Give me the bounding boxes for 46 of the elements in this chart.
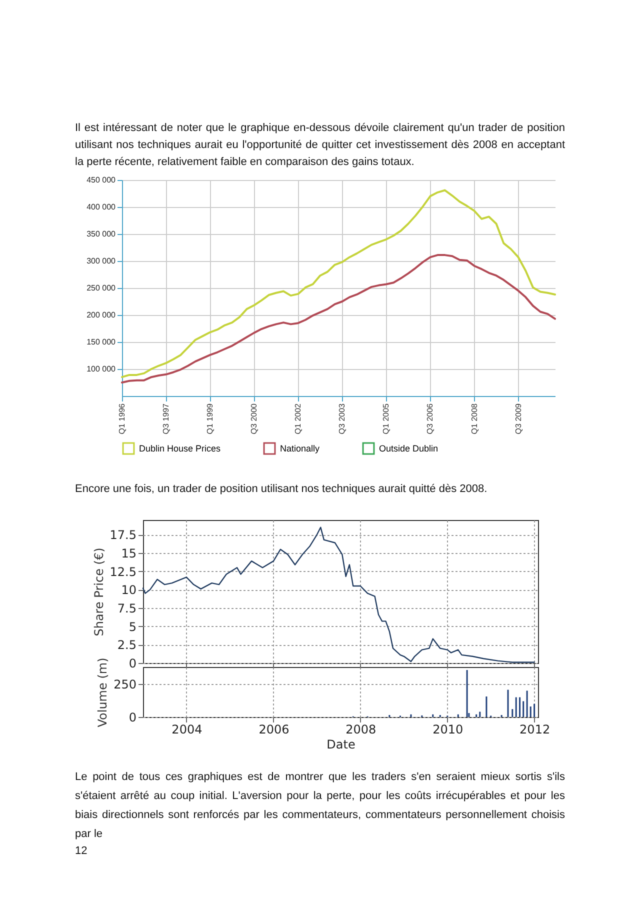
y-tick-label: 450 000 xyxy=(86,176,116,184)
y-axis-title: Volume (m) xyxy=(96,658,110,728)
y-tick-label: 10 xyxy=(121,583,136,598)
y-axis-title: Share Price (€) xyxy=(92,548,106,636)
legend-label: Outside Dublin xyxy=(379,444,438,454)
x-tick-label: 2006 xyxy=(258,722,290,736)
y-tick-label: 150 000 xyxy=(86,338,116,346)
x-tick-label: Q1 2008 xyxy=(470,402,479,434)
x-tick-label: 2008 xyxy=(346,722,376,736)
y-tick-label: 15 xyxy=(121,546,136,560)
x-tick-label: 2012 xyxy=(520,722,550,736)
x-tick-label: Q1 1996 xyxy=(118,402,126,434)
y-tick-label: 200 000 xyxy=(86,310,116,320)
x-tick-label: Q3 2009 xyxy=(514,402,523,434)
x-tick-label: Q1 2002 xyxy=(294,402,303,434)
x-tick-label: Q3 2003 xyxy=(338,402,347,434)
x-tick-label: 2010 xyxy=(432,722,464,736)
text: Il est intéressant de noter que le graphique en-dessous dévoile clairement qu'un trader de position utilisant nos techniques aurait eu l'opportunité de quitter cet investissement dès 2008 en acceptant la perte récente, relativement faible en comparaison des gains totaux. xyxy=(75,121,565,170)
text: 12 xyxy=(75,844,88,859)
line-series xyxy=(142,526,535,663)
legend-label: Nationally xyxy=(280,444,320,454)
x-tick-label: Q1 2005 xyxy=(382,402,391,434)
line-series xyxy=(121,189,556,378)
line-series xyxy=(121,254,556,384)
y-tick-label: 2.5 xyxy=(117,638,136,652)
y-tick-label: 0 xyxy=(128,710,136,724)
y-tick-label: 100 000 xyxy=(86,364,116,374)
y-tick-label: 300 000 xyxy=(86,256,116,266)
y-tick-label: 7.5 xyxy=(117,602,136,616)
y-tick-label: 250 xyxy=(114,678,136,692)
text: Encore une fois, un trader de position utilisant nos techniques aurait quitté dès 2008. xyxy=(75,482,488,497)
y-tick-label: 5 xyxy=(128,620,136,634)
y-tick-label: 400 000 xyxy=(86,202,116,212)
y-tick-label: 0 xyxy=(128,656,136,670)
x-axis-title: Date xyxy=(326,738,356,752)
y-tick-label: 12.5 xyxy=(110,564,136,579)
y-tick-label: 250 000 xyxy=(86,284,116,292)
legend-label: Dublin House Prices xyxy=(139,444,222,454)
x-tick-label: 2004 xyxy=(172,722,202,736)
x-tick-label: Q3 1997 xyxy=(162,402,171,434)
text: Le point de tous ces graphiques est de montrer que les traders s'en seraient mieux sortis s'ils s'étaient arrêté au coup initial. L'aversion pour la perte, pour les coûts irrécupérables et pour les biais directionnels sont renforcés par les commentateurs, commentateurs personnellement choisis par le xyxy=(75,770,565,842)
x-tick-label: Q3 2000 xyxy=(250,402,259,434)
y-tick-label: 17.5 xyxy=(110,528,136,542)
y-tick-label: 350 000 xyxy=(86,230,116,238)
x-tick-label: Q1 1999 xyxy=(206,402,215,434)
x-tick-label: Q3 2006 xyxy=(426,402,435,434)
